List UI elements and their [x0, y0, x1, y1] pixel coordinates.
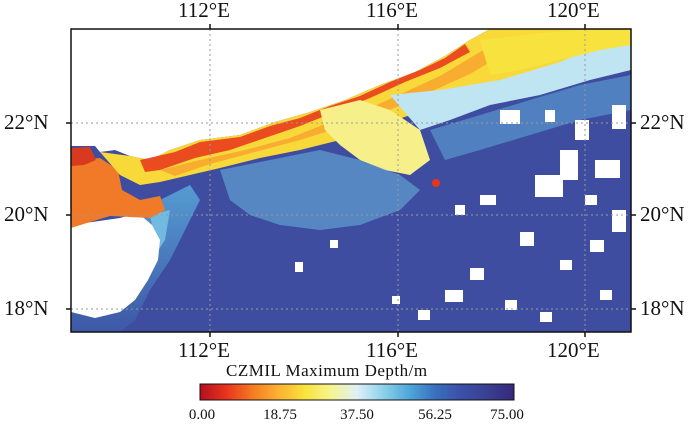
lat-tick-right-18: 18°N — [640, 296, 685, 320]
lat-tick-left-20: 20°N — [4, 202, 49, 226]
colorbar-title: CZMIL Maximum Depth/m — [226, 361, 428, 380]
lat-tick-right-20: 20°N — [640, 202, 685, 226]
frame-ticks — [66, 24, 636, 337]
shelf-cyan — [220, 150, 420, 230]
coastal-orange — [160, 46, 500, 176]
map-frame — [70, 28, 632, 333]
data-gaps — [295, 105, 626, 322]
colorbar-label-1: 18.75 — [263, 407, 297, 423]
outer-shelf — [430, 75, 631, 160]
land-west — [71, 213, 160, 318]
colorbar-label-4: 75.00 — [490, 407, 524, 423]
lon-tick-top-116: 116°E — [366, 0, 418, 22]
graticule — [71, 29, 631, 332]
lon-tick-bottom-120: 120°E — [547, 338, 600, 362]
gulf-deep-red — [71, 147, 96, 166]
depth-hotspot — [432, 179, 440, 187]
lat-tick-left-22: 22°N — [4, 110, 49, 134]
lat-tick-right-22: 22°N — [640, 110, 685, 134]
mid-shelf-light — [390, 40, 631, 130]
gulf-west-land — [71, 29, 490, 160]
colorbar — [199, 383, 515, 401]
lon-tick-top-120: 120°E — [547, 0, 600, 22]
lon-tick-bottom-112: 112°E — [178, 338, 230, 362]
lon-tick-top-112: 112°E — [178, 0, 230, 22]
colorbar-label-2: 37.50 — [340, 407, 374, 423]
northeast-shelf — [480, 29, 631, 75]
lon-tick-bottom-116: 116°E — [366, 338, 418, 362]
coastal-red-edge — [140, 44, 470, 172]
colorbar-label-3: 56.25 — [418, 407, 452, 423]
colorbar-label-0: 0.00 — [188, 407, 216, 423]
gulf-shallow — [71, 158, 165, 228]
lat-tick-left-18: 18°N — [4, 296, 49, 320]
pearl-river-plume — [320, 100, 430, 175]
